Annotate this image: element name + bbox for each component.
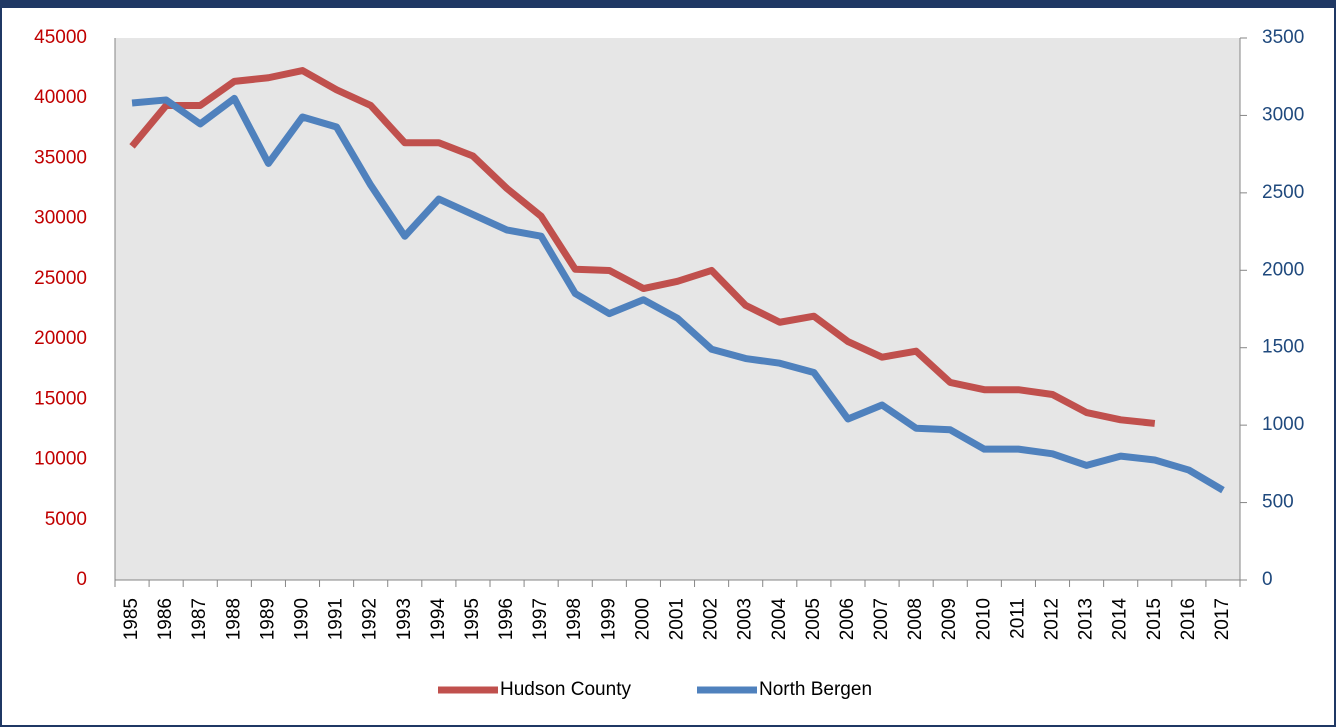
y-tick-label: 40000 bbox=[34, 87, 87, 108]
x-tick-label: 1999 bbox=[598, 598, 619, 640]
y-tick-label: 35000 bbox=[34, 147, 87, 168]
y-tick-label: 30000 bbox=[34, 208, 87, 229]
y2-tick-label: 500 bbox=[1262, 492, 1294, 513]
y2-tick-label: 1000 bbox=[1262, 414, 1304, 435]
x-tick-label: 1991 bbox=[326, 598, 347, 640]
x-tick-label: 2010 bbox=[973, 598, 994, 640]
x-tick-label: 1993 bbox=[394, 598, 415, 640]
x-tick-label: 1998 bbox=[564, 598, 585, 640]
x-tick-label: 1997 bbox=[530, 598, 551, 640]
x-tick-label: 2002 bbox=[701, 598, 722, 640]
y-tick-label: 0 bbox=[76, 569, 87, 590]
y-tick-label: 20000 bbox=[34, 328, 87, 349]
x-tick-label: 2007 bbox=[871, 598, 892, 640]
y2-tick-label: 0 bbox=[1262, 569, 1273, 590]
y-tick-label: 45000 bbox=[34, 27, 87, 48]
legend-label: Hudson County bbox=[500, 679, 631, 700]
x-tick-label: 2014 bbox=[1110, 598, 1131, 641]
y-tick-label: 15000 bbox=[34, 388, 87, 409]
y-tick-label: 10000 bbox=[34, 449, 87, 470]
x-tick-label: 1995 bbox=[462, 598, 483, 640]
y2-tick-label: 3500 bbox=[1262, 27, 1304, 48]
x-tick-label: 1986 bbox=[155, 598, 176, 640]
y2-tick-label: 2000 bbox=[1262, 259, 1304, 280]
x-tick-label: 2016 bbox=[1178, 598, 1199, 640]
plot-area bbox=[115, 38, 1240, 580]
legend-label: North Bergen bbox=[759, 679, 872, 700]
x-tick-label: 2008 bbox=[905, 598, 926, 640]
x-tick-label: 2015 bbox=[1144, 598, 1165, 640]
series-line bbox=[131, 94, 1225, 494]
x-tick-label: 2017 bbox=[1212, 598, 1233, 640]
x-tick-label: 2001 bbox=[667, 598, 688, 640]
y-tick-label: 25000 bbox=[34, 268, 87, 289]
top-bar bbox=[0, 0, 1336, 8]
y-tick-label: 5000 bbox=[45, 509, 87, 530]
x-tick-label: 1990 bbox=[292, 598, 313, 640]
y2-tick-label: 3000 bbox=[1262, 104, 1304, 125]
x-tick-label: 2006 bbox=[837, 598, 858, 640]
x-tick-label: 2013 bbox=[1076, 598, 1097, 640]
x-tick-label: 2005 bbox=[803, 598, 824, 640]
x-tick-label: 2009 bbox=[939, 598, 960, 640]
x-tick-label: 2004 bbox=[769, 598, 790, 641]
x-tick-label: 1989 bbox=[257, 598, 278, 640]
x-tick-label: 2003 bbox=[735, 598, 756, 640]
x-tick-label: 1996 bbox=[496, 598, 517, 640]
x-tick-label: 1994 bbox=[428, 598, 449, 641]
x-tick-label: 2011 bbox=[1007, 598, 1028, 639]
series-line bbox=[129, 67, 1156, 427]
x-tick-label: 1992 bbox=[360, 598, 381, 640]
x-tick-label: 1988 bbox=[223, 598, 244, 640]
x-tick-label: 1985 bbox=[121, 598, 142, 640]
x-tick-label: 2012 bbox=[1042, 598, 1063, 640]
y2-tick-label: 1500 bbox=[1262, 337, 1304, 358]
x-tick-label: 2000 bbox=[632, 598, 653, 640]
x-tick-label: 1987 bbox=[189, 598, 210, 640]
y2-tick-label: 2500 bbox=[1262, 182, 1304, 203]
